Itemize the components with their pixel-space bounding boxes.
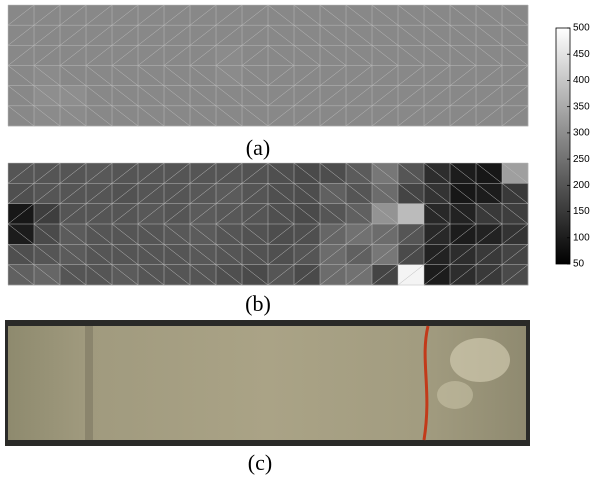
colorbar-tick-label: 450 bbox=[573, 49, 590, 60]
caption: (a) bbox=[246, 135, 270, 160]
figure: (a) (b) (c) 50 100 150 200 250 300 350 400 450 50… bbox=[0, 0, 591, 481]
colorbar-tick-label: 200 bbox=[573, 180, 590, 191]
colorbar-tick-label: 150 bbox=[573, 206, 590, 217]
colorbar-tick-label: 50 bbox=[573, 259, 585, 270]
colorbar-tick-label: 100 bbox=[573, 232, 590, 243]
photo bbox=[5, 320, 530, 446]
colorbar-tick-label: 300 bbox=[573, 128, 590, 139]
colorbar-tick-label: 400 bbox=[573, 75, 590, 86]
colorbar-tick-label: 500 bbox=[573, 23, 590, 34]
caption: (b) bbox=[245, 291, 271, 316]
caption: (c) bbox=[248, 450, 272, 475]
colorbar-tick-label: 350 bbox=[573, 101, 590, 112]
colorbar-tick-label: 250 bbox=[573, 154, 590, 165]
colorbar bbox=[556, 28, 570, 264]
